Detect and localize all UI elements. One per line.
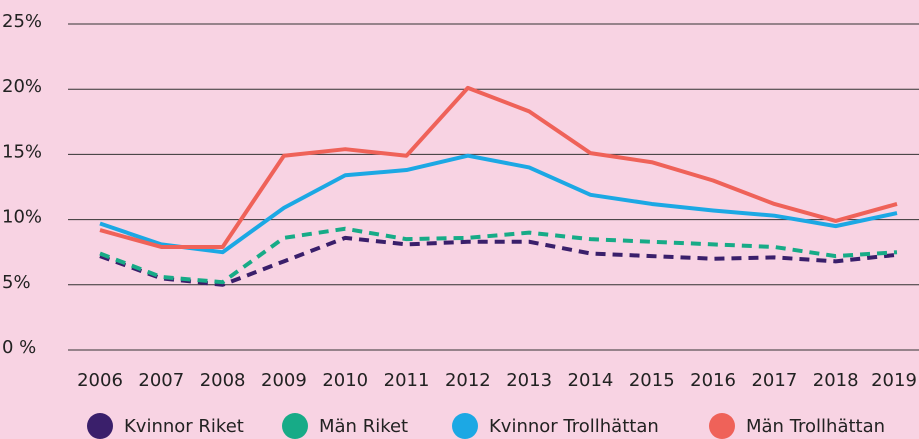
x-tick-label: 2018 xyxy=(813,370,859,391)
legend-label: Kvinnor Trollhättan xyxy=(489,416,659,437)
x-tick-label: 2019 xyxy=(871,370,917,391)
y-tick-label: 10% xyxy=(2,207,42,228)
x-tick-label: 2011 xyxy=(384,370,430,391)
series-line xyxy=(99,235,898,287)
legend-label: Män Riket xyxy=(319,416,408,437)
y-tick-label: 5% xyxy=(2,272,31,293)
x-tick-label: 2007 xyxy=(138,370,184,391)
legend-marker xyxy=(709,413,735,439)
x-tick-label: 2010 xyxy=(322,370,368,391)
legend-marker xyxy=(282,413,308,439)
legend-label: Män Trollhättan xyxy=(746,416,885,437)
y-tick-label: 0 % xyxy=(2,337,36,358)
y-tick-label: 25% xyxy=(2,11,42,32)
x-tick-label: 2009 xyxy=(261,370,307,391)
legend-marker xyxy=(452,413,478,439)
x-tick-label: 2012 xyxy=(445,370,491,391)
series-line xyxy=(99,85,898,249)
legend-marker xyxy=(87,413,113,439)
x-tick-label: 2013 xyxy=(506,370,552,391)
y-tick-label: 20% xyxy=(2,76,42,97)
x-tick-label: 2008 xyxy=(200,370,246,391)
series-line xyxy=(99,226,898,285)
x-tick-label: 2006 xyxy=(77,370,123,391)
series-line xyxy=(99,153,898,255)
x-tick-label: 2016 xyxy=(690,370,736,391)
x-tick-label: 2015 xyxy=(629,370,675,391)
x-tick-label: 2017 xyxy=(751,370,797,391)
legend-label: Kvinnor Riket xyxy=(124,416,244,437)
x-tick-label: 2014 xyxy=(568,370,614,391)
y-tick-label: 15% xyxy=(2,141,42,162)
